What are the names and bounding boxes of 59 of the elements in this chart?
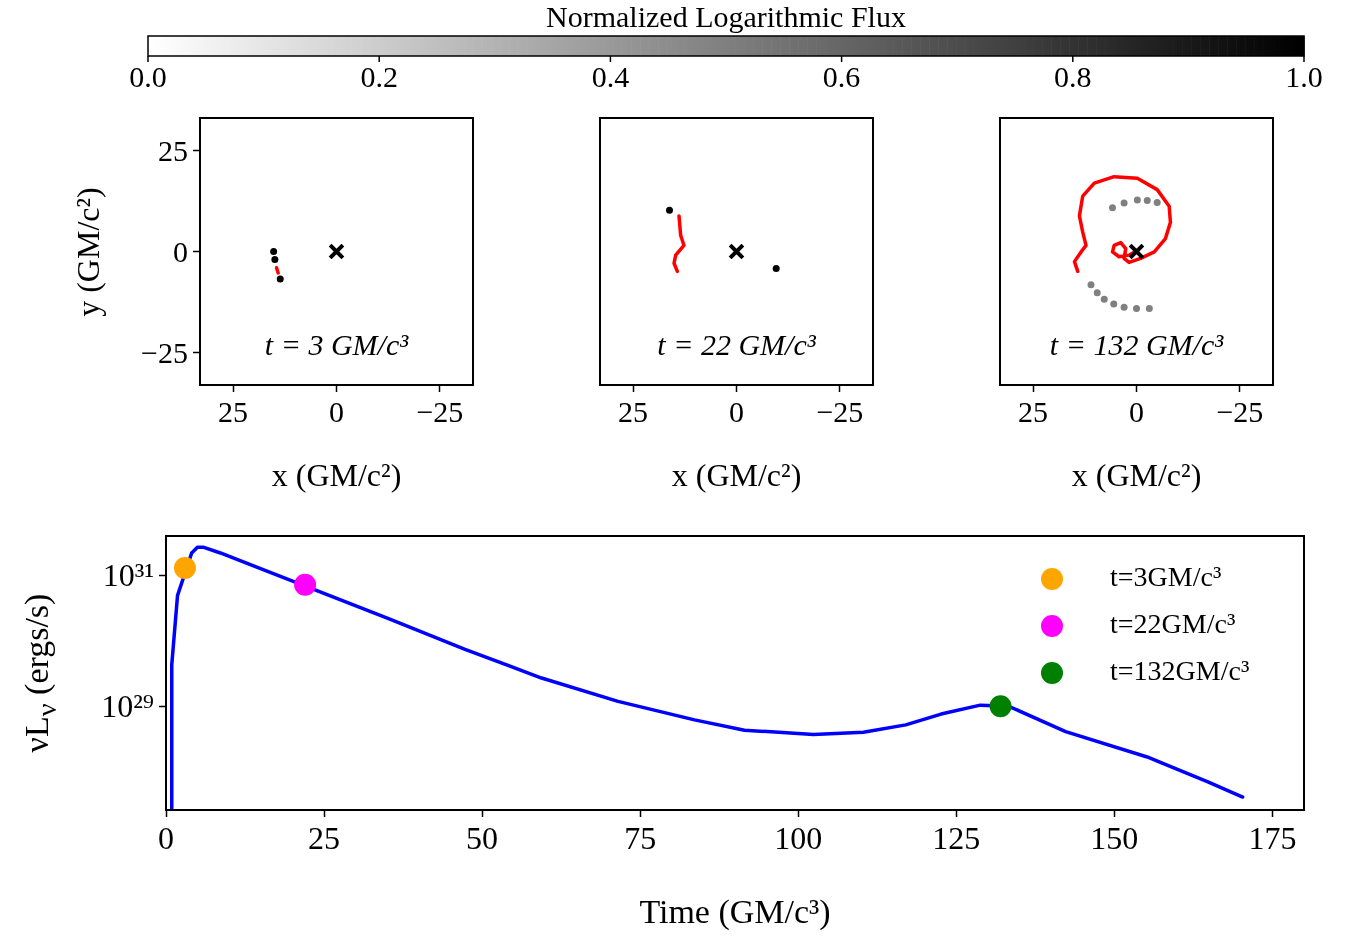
- point: [294, 573, 317, 596]
- point: [1133, 196, 1141, 204]
- point: [1133, 305, 1140, 313]
- x-tick-label: 50: [466, 819, 499, 856]
- x-tick-label: 25: [1018, 394, 1049, 428]
- legend-label: t=3GM/c³: [1110, 561, 1222, 593]
- color-bar-label: 0.8: [1054, 59, 1092, 93]
- point: [1110, 300, 1118, 308]
- y-tick-label: 25: [158, 133, 188, 167]
- color-bar-title: Normalized Logarithmic Flux: [546, 0, 906, 33]
- color-bar-label: 0.2: [360, 59, 398, 93]
- color-bar-label: 1.0: [1285, 59, 1323, 93]
- x-axis-title: Time (GM/c³): [639, 893, 831, 930]
- point: [1153, 199, 1161, 207]
- y-tick-label: −25: [141, 336, 188, 370]
- x-tick-label: 25: [218, 394, 249, 428]
- x-tick-label: 0: [1129, 394, 1144, 428]
- x-tick-label: 0: [729, 394, 744, 428]
- point: [173, 556, 196, 579]
- x-tick-label: 125: [932, 819, 981, 856]
- point: [270, 248, 278, 255]
- point: [1120, 303, 1128, 311]
- x-tick-label: 25: [618, 394, 649, 428]
- point: [1109, 204, 1117, 212]
- point: [271, 256, 279, 264]
- y-tick-label: 0: [173, 235, 188, 268]
- x-tick-label: 100: [774, 819, 823, 856]
- color-bar-label: 0.0: [129, 59, 167, 93]
- x-axis-title: x (GM/c²): [671, 457, 802, 493]
- color-bar-label: 0.6: [822, 59, 861, 93]
- point: [1100, 295, 1108, 303]
- annotation: t = 132 GM/c³: [1049, 328, 1225, 361]
- x-tick-label: −25: [1216, 394, 1264, 428]
- y-tick-label: 10³¹: [102, 557, 154, 594]
- legend-label: t=132GM/c³: [1110, 655, 1250, 687]
- x-tick-label: −25: [416, 394, 464, 428]
- x-axis-title: x (GM/c²): [271, 457, 402, 493]
- x-axis-title: x (GM/c²): [1071, 457, 1202, 493]
- point: [1087, 281, 1095, 289]
- x-tick-label: 25: [308, 819, 341, 856]
- point: [276, 275, 284, 283]
- point: [1143, 197, 1151, 205]
- point: [1128, 243, 1145, 260]
- annotation: t = 22 GM/c³: [657, 328, 817, 361]
- y-tick-label: 10²⁹: [101, 688, 154, 725]
- annotation: t = 3 GM/c³: [264, 328, 410, 361]
- x-tick-label: 175: [1248, 819, 1297, 856]
- y-axis-title: y (GM/c²): [70, 186, 106, 317]
- point: [989, 695, 1012, 718]
- x-tick-label: 75: [624, 819, 657, 856]
- point: [328, 243, 345, 260]
- x-tick-label: −25: [816, 394, 864, 428]
- x-tick-label: 150: [1090, 819, 1139, 856]
- x-tick-label: 0: [329, 394, 344, 428]
- legend-label: t=22GM/c³: [1110, 608, 1236, 640]
- point: [1120, 199, 1128, 207]
- color-bar-label: 0.4: [591, 59, 630, 93]
- point: [1145, 305, 1153, 313]
- point: [1093, 289, 1101, 297]
